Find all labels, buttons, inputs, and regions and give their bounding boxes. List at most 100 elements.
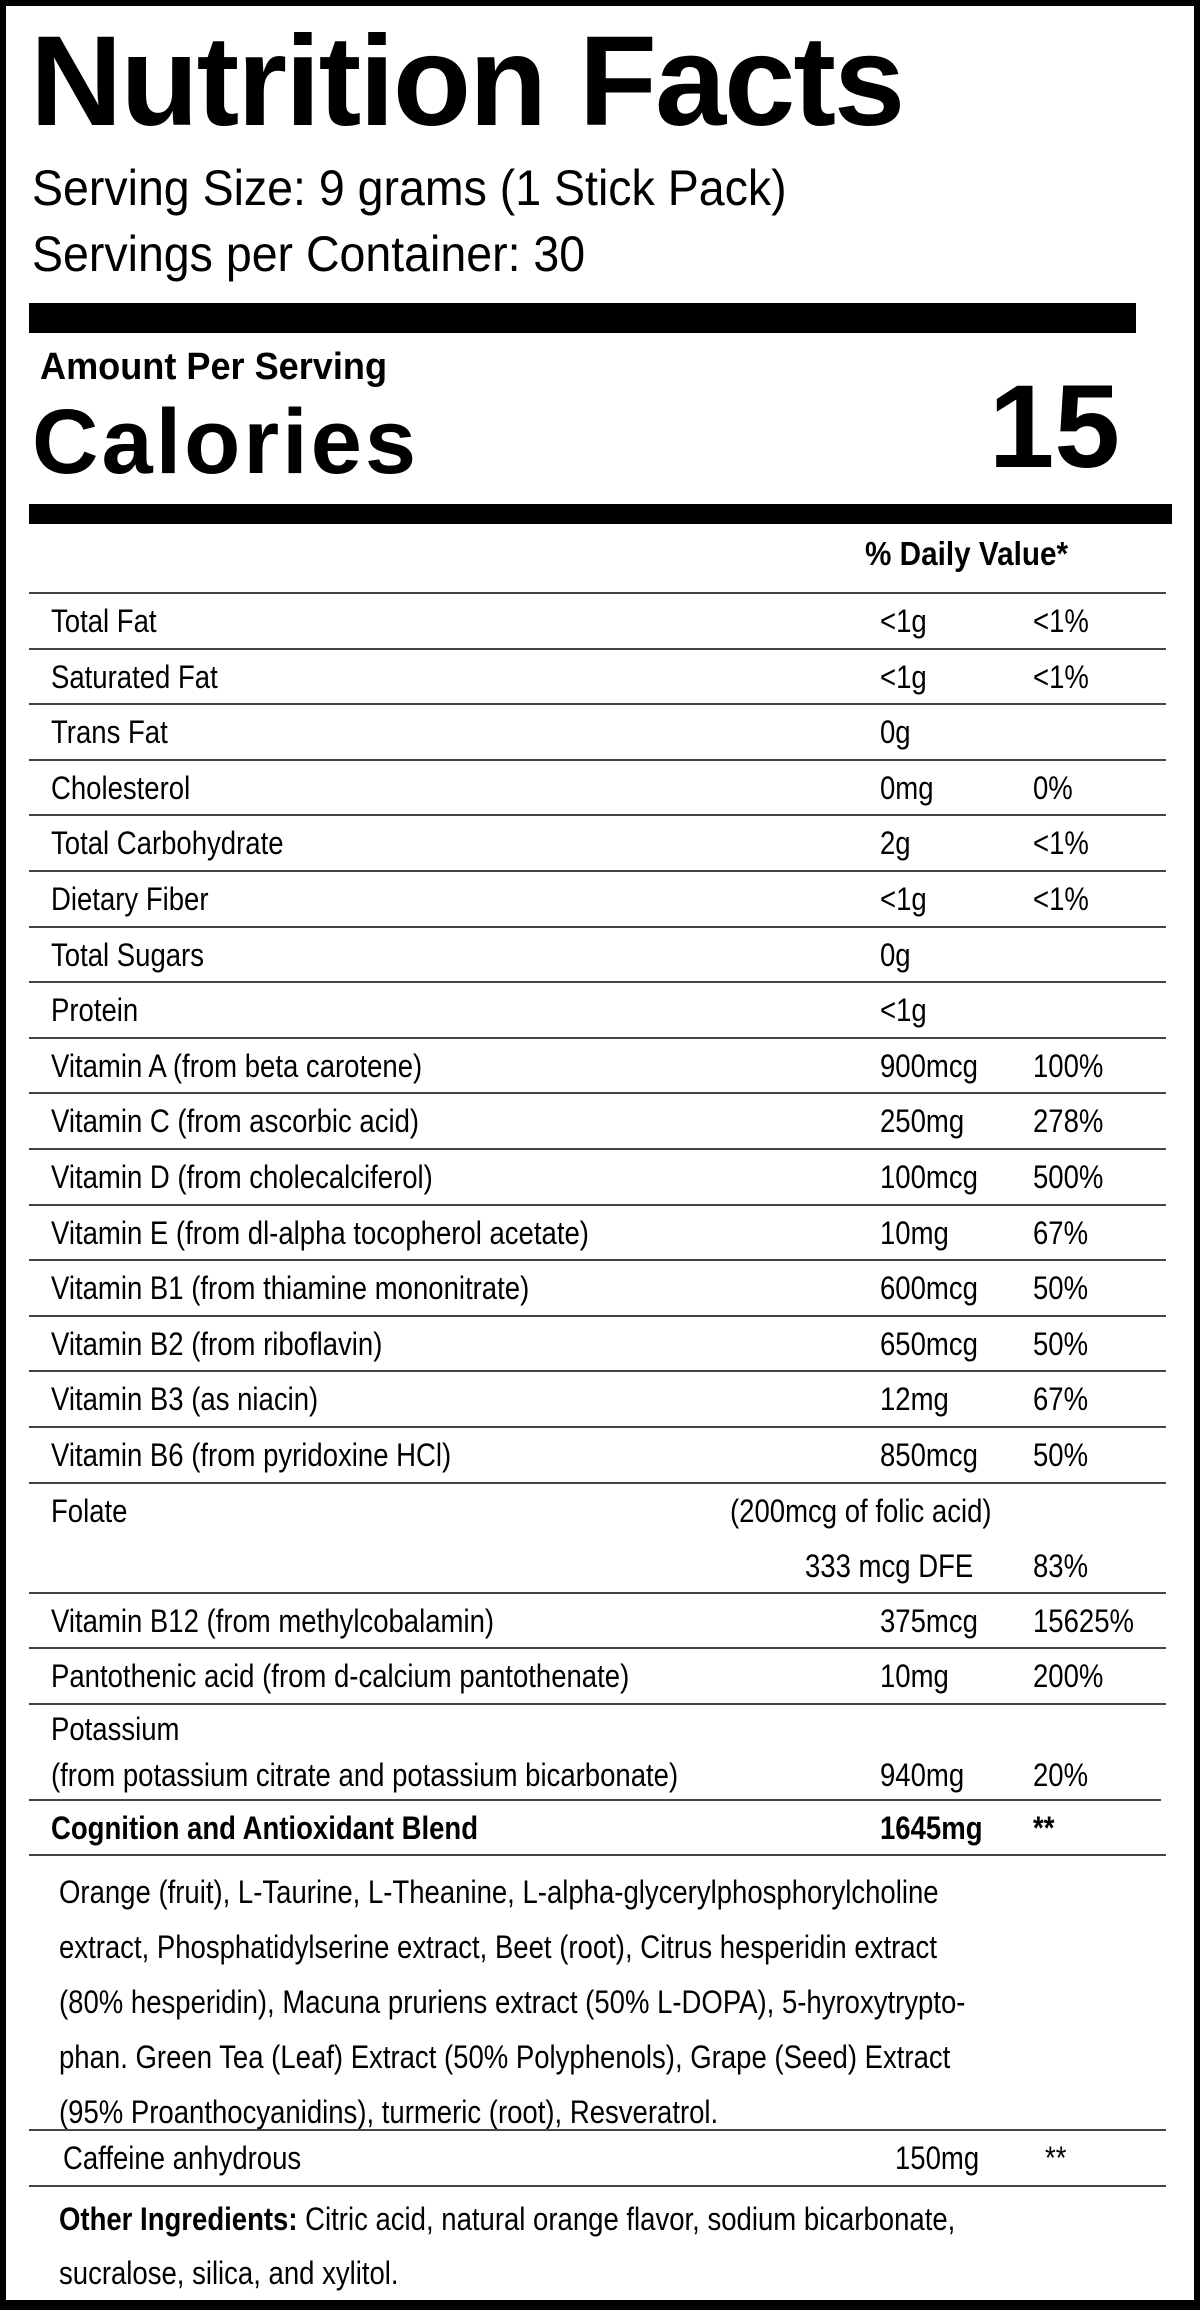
nutrient-amount: 10mg (880, 1658, 949, 1695)
thick-divider (29, 303, 1136, 333)
nutrient-row-potassium: Potassium (from potassium citrate and pot… (29, 1703, 1166, 1799)
blend-row: Cognition and Antioxidant Blend 1645mg ** (29, 1799, 1166, 1855)
row-divider (29, 2185, 1166, 2188)
thick-divider (29, 504, 1172, 524)
amount-per-serving: Amount Per Serving (40, 346, 388, 388)
nutrient-amount: <1g (880, 881, 927, 917)
nutrient-name: Protein (51, 992, 139, 1029)
row-divider (29, 1314, 1166, 1317)
nutrient-row: Vitamin B1 (from thiamine mononitrate) 60… (29, 1259, 1166, 1315)
row-divider (29, 1854, 1166, 1857)
nutrient-name: Pantothenic acid (from d-calcium pantoth… (51, 1658, 630, 1695)
row-divider (29, 1702, 1166, 1705)
row-divider (29, 647, 1166, 650)
row-divider (29, 814, 1166, 817)
row-divider (29, 870, 1166, 872)
nutrient-amount: 12mg (880, 1381, 949, 1418)
ingredient-line: phan. Green Tea (Leaf) Extract (50% Poly… (59, 2039, 951, 2076)
nutrient-daily-value: <1% (1033, 825, 1089, 862)
ingredient-line: (80% hesperidin), Macuna pruriens extrac… (59, 1984, 966, 2021)
nutrient-amount: <1g (880, 658, 927, 695)
caffeine-row: Caffeine anhydrous 150mg ** (29, 2129, 1166, 2185)
nutrient-row: Vitamin B3 (as niacin) 12mg 67% (29, 1370, 1166, 1426)
nutrient-daily-value: 278% (1033, 1103, 1104, 1140)
nutrient-daily-value: 500% (1033, 1159, 1104, 1195)
nutrient-name: Vitamin B12 (from methylcobalamin) (51, 1602, 495, 1639)
nutrient-name: Vitamin D (from cholecalciferol) (51, 1159, 433, 1195)
nutrient-name: Cholesterol (51, 769, 191, 806)
nutrient-daily-value: 20% (1033, 1756, 1089, 1793)
row-divider (29, 1203, 1166, 1206)
caffeine-name: Caffeine anhydrous (63, 2140, 302, 2177)
nutrient-name: Total Fat (51, 603, 157, 639)
nutrient-amount: 0g (880, 936, 911, 973)
row-divider (29, 1092, 1166, 1095)
nutrient-name: Folate (51, 1492, 128, 1529)
nutrient-daily-value: <1% (1033, 658, 1089, 695)
row-divider (29, 925, 1166, 928)
ingredient-line: Orange (fruit), L-Taurine, L-Theanine, L… (59, 1874, 939, 1911)
other-ingredients: Other Ingredients: Citric acid, natural … (29, 2185, 1166, 2295)
row-divider (29, 1591, 1166, 1594)
nutrient-row: Vitamin B6 (from pyridoxine HCl) 850mcg 50… (29, 1426, 1166, 1482)
row-divider (29, 1259, 1166, 1262)
nutrient-daily-value: 50% (1033, 1437, 1089, 1473)
other-ingredients-text: sucralose, silica, and xylitol. (59, 2255, 399, 2292)
nutrient-amount: 250mg (880, 1103, 965, 1140)
row-divider (29, 1148, 1166, 1150)
nutrient-amount: 900mcg (880, 1047, 978, 1084)
nutrient-row: Vitamin C (from ascorbic acid) 250mg 278% (29, 1092, 1166, 1148)
nutrient-row: Vitamin A (from beta carotene) 900mcg 100% (29, 1037, 1166, 1093)
nutrient-row: Vitamin B2 (from riboflavin) 650mcg 50% (29, 1315, 1166, 1371)
nutrient-amount: 0g (880, 714, 911, 751)
row-divider (29, 1036, 1166, 1039)
serving-size: Serving Size: 9 grams (1 Stick Pack) (32, 160, 787, 216)
nutrient-row: Total Fat <1g <1% (29, 592, 1166, 648)
row-divider (29, 1370, 1166, 1373)
row-divider (29, 1426, 1166, 1428)
nutrient-daily-value: <1% (1033, 603, 1089, 639)
row-divider (29, 703, 1166, 706)
nutrient-daily-value: 200% (1033, 1658, 1104, 1695)
nutrient-source: (from potassium citrate and potassium bi… (51, 1756, 679, 1793)
nutrient-row: Protein <1g (29, 981, 1166, 1037)
nutrient-amount: 2g (880, 825, 911, 862)
nutrient-row: Pantothenic acid (from d-calcium pantoth… (29, 1647, 1166, 1703)
nutrient-daily-value: 100% (1033, 1047, 1104, 1084)
nutrient-row: Saturated Fat <1g <1% (29, 648, 1166, 704)
nutrient-row: Vitamin B12 (from methylcobalamin) 375mcg… (29, 1592, 1166, 1648)
blend-name: Cognition and Antioxidant Blend (51, 1809, 479, 1846)
blend-amount: 1645mg (880, 1809, 983, 1846)
nutrient-daily-value: 50% (1033, 1270, 1089, 1307)
nutrient-name: Total Carbohydrate (51, 825, 284, 862)
nutrient-name: Dietary Fiber (51, 881, 209, 917)
row-divider (29, 2129, 1166, 2132)
calories-label: Calories (32, 391, 420, 493)
nutrient-row: Total Sugars 0g (29, 926, 1166, 982)
ingredient-line: extract, Phosphatidylserine extract, Bee… (59, 1929, 937, 1966)
nutrient-name: Vitamin B6 (from pyridoxine HCl) (51, 1437, 452, 1473)
blend-daily-value: ** (1033, 1809, 1055, 1846)
nutrient-row: Total Carbohydrate 2g <1% (29, 814, 1166, 870)
blend-ingredients: Orange (fruit), L-Taurine, L-Theanine, L… (29, 1854, 1166, 2129)
nutrient-amount: 600mcg (880, 1270, 978, 1307)
label-title: Nutrition Facts (30, 10, 905, 153)
nutrient-daily-value: 67% (1033, 1214, 1089, 1251)
nutrient-name: Vitamin B3 (as niacin) (51, 1381, 319, 1418)
ingredient-line: (95% Proanthocyanidins), turmeric (root)… (59, 2094, 719, 2131)
nutrient-amount: 10mg (880, 1214, 949, 1251)
nutrient-amount: 850mcg (880, 1437, 978, 1473)
nutrient-amount: 650mcg (880, 1325, 978, 1362)
nutrient-amount: 100mcg (880, 1159, 978, 1195)
nutrient-amount: 375mcg (880, 1602, 978, 1639)
nutrient-name: Trans Fat (51, 714, 168, 751)
nutrient-name: Vitamin E (from dl-alpha tocopherol acet… (51, 1214, 589, 1251)
nutrient-row: Cholesterol 0mg 0% (29, 759, 1166, 815)
nutrient-name: Vitamin C (from ascorbic acid) (51, 1103, 420, 1140)
nutrient-row: Vitamin D (from cholecalciferol) 100mcg 50… (29, 1148, 1166, 1204)
nutrient-name: Potassium (51, 1710, 180, 1747)
other-ingredients-label: Other Ingredients: (59, 2201, 298, 2238)
row-divider (29, 1647, 1166, 1650)
folate-note: (200mcg of folic acid) (730, 1492, 992, 1529)
